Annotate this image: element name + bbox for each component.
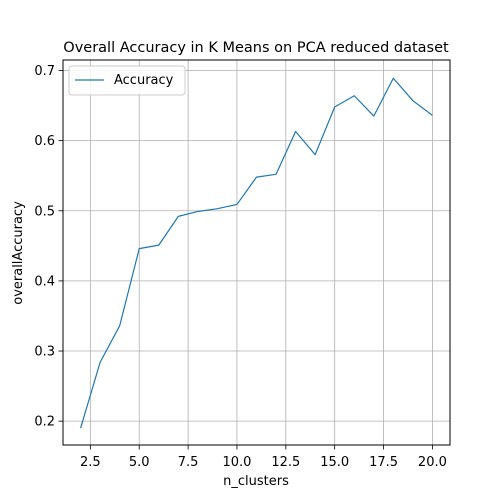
data-point xyxy=(197,211,198,212)
data-point xyxy=(217,208,218,209)
data-point xyxy=(236,204,237,205)
y-axis-label: overallAccuracy xyxy=(11,201,26,305)
x-axis-label: n_clusters xyxy=(223,474,289,489)
y-tick-label: 0.4 xyxy=(34,274,55,289)
data-point xyxy=(275,174,276,175)
x-tick-label: 17.5 xyxy=(369,455,398,470)
axes: 2.5 5.0 7.5 10.0 12.5 15.0 17.5 20.0 0.2 0.3 0.4 0.… xyxy=(34,64,447,470)
data-point xyxy=(393,78,394,79)
x-tick-label: 2.5 xyxy=(80,455,101,470)
data-point xyxy=(80,428,81,429)
data-point xyxy=(158,245,159,246)
data-point xyxy=(119,325,120,326)
series-line-accuracy xyxy=(80,77,433,429)
data-point xyxy=(178,216,179,217)
legend: Accuracy xyxy=(68,65,186,96)
data-point xyxy=(295,131,296,132)
x-tick-label: 15.0 xyxy=(320,455,349,470)
data-point xyxy=(256,177,257,178)
data-point xyxy=(354,95,355,96)
data-point xyxy=(139,248,140,249)
y-tick-label: 0.6 xyxy=(34,134,55,149)
data-point xyxy=(315,154,316,155)
y-tick-label: 0.2 xyxy=(34,415,55,430)
legend-label-accuracy: Accuracy xyxy=(114,73,174,88)
x-tick-label: 7.5 xyxy=(178,455,199,470)
legend-frame xyxy=(68,65,186,96)
chart-title: Overall Accuracy in K Means on PCA reduc… xyxy=(63,40,449,56)
x-tick-label: 10.0 xyxy=(222,455,251,470)
grid xyxy=(63,60,450,445)
data-point xyxy=(412,100,413,101)
y-tick-label: 0.5 xyxy=(34,204,55,219)
y-tick-label: 0.7 xyxy=(34,64,55,79)
plot-area-frame xyxy=(62,59,451,446)
data-point xyxy=(373,116,374,117)
x-tick-label: 5.0 xyxy=(129,455,150,470)
data-point xyxy=(100,362,101,363)
series-layer xyxy=(80,77,433,429)
y-tick-label: 0.3 xyxy=(34,345,55,360)
data-point xyxy=(432,115,433,116)
data-point xyxy=(334,106,335,107)
x-tick-label: 20.0 xyxy=(418,455,447,470)
x-tick-label: 12.5 xyxy=(271,455,300,470)
